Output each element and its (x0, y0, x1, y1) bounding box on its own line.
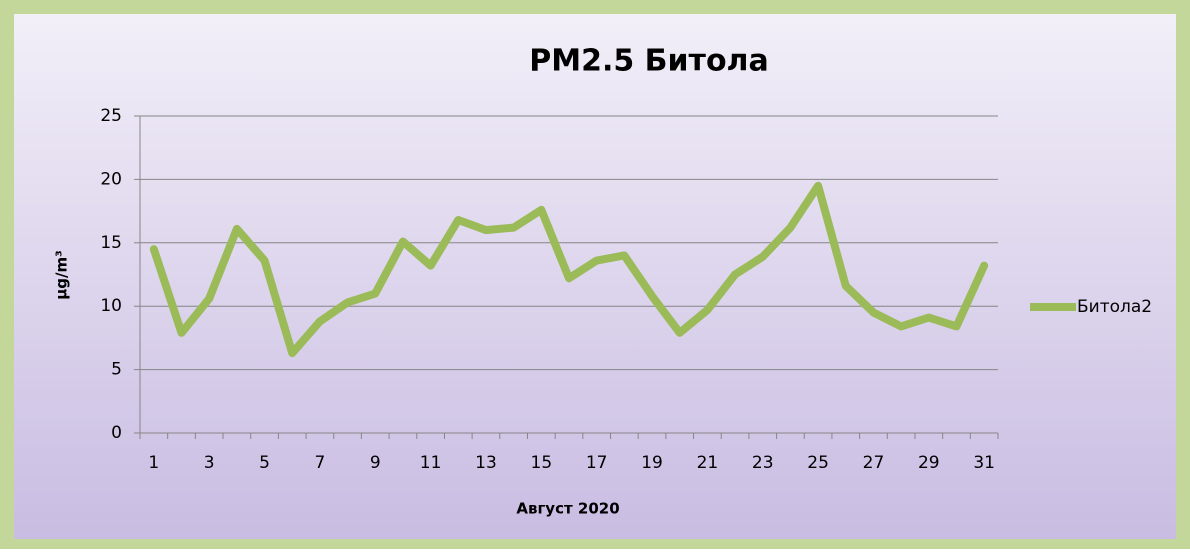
x-tick-label: 31 (973, 453, 995, 473)
x-tick-label: 9 (370, 453, 381, 473)
chart-title: PM2.5 Битола (529, 44, 769, 79)
y-axis-title: µg/m³ (53, 250, 71, 299)
x-tick-label: 21 (697, 453, 719, 473)
y-tick-label: 15 (100, 233, 122, 253)
x-tick-label: 23 (752, 453, 774, 473)
x-tick-label: 25 (807, 453, 829, 473)
x-tick-label: 19 (641, 453, 663, 473)
y-tick-label: 5 (111, 360, 122, 380)
x-tick-label: 3 (204, 453, 215, 473)
y-tick-label: 20 (100, 169, 122, 189)
x-tick-label: 7 (314, 453, 325, 473)
x-tick-label: 29 (918, 453, 940, 473)
x-tick-label: 5 (259, 453, 270, 473)
y-tick-label: 0 (111, 423, 122, 443)
data-line (149, 181, 989, 358)
x-tick-label: 15 (531, 453, 553, 473)
x-tick-label: 27 (863, 453, 885, 473)
x-tick-label: 17 (586, 453, 608, 473)
y-tick-label: 10 (100, 296, 122, 316)
x-axis-title: Август 2020 (516, 500, 619, 518)
x-tick-label: 11 (420, 453, 442, 473)
x-tick-label: 1 (148, 453, 159, 473)
legend-label: Битола2 (1077, 297, 1152, 317)
x-tick-label: 13 (475, 453, 497, 473)
y-tick-label: 25 (100, 106, 122, 126)
